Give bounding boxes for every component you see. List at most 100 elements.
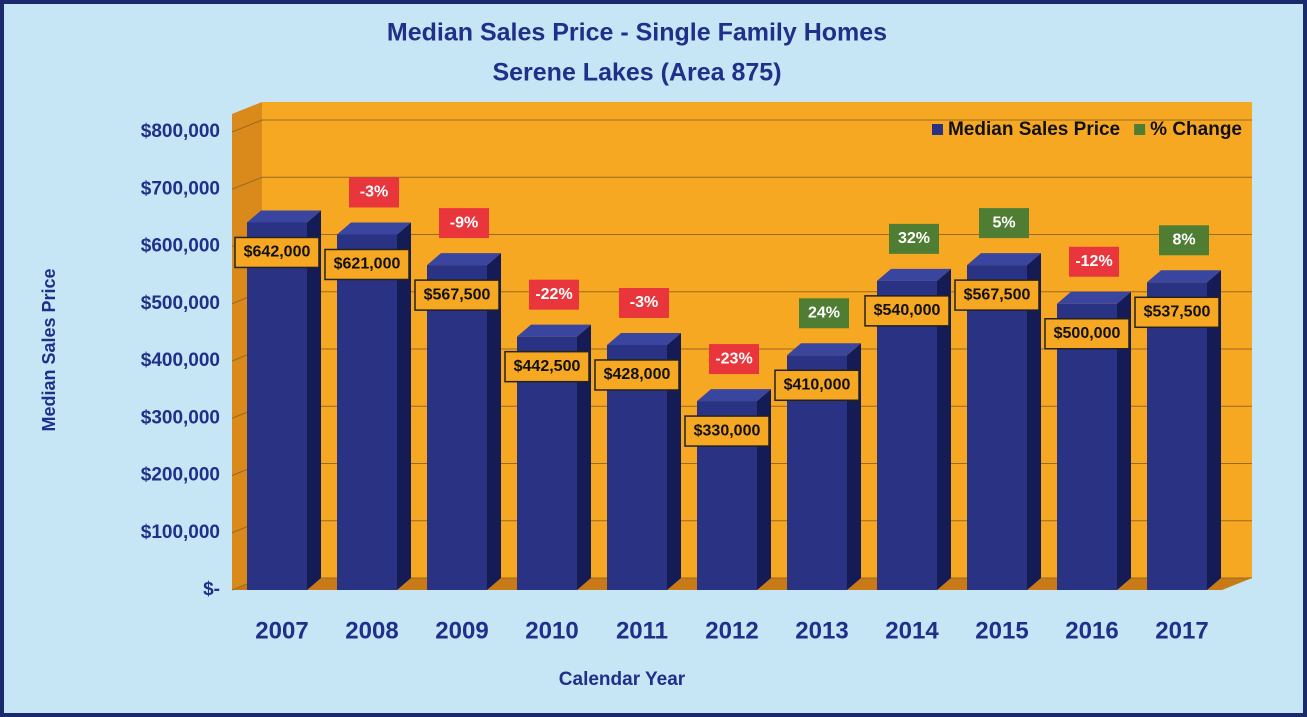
value-label: $442,500 (514, 358, 581, 375)
change-label-box (709, 344, 759, 375)
grid-line (231, 176, 1252, 190)
bar-side (577, 324, 591, 590)
value-label-box (954, 279, 1040, 311)
x-axis-label: Calendar Year (559, 669, 686, 690)
bar-top (967, 253, 1041, 266)
x-tick-label: 2017 (1155, 617, 1208, 644)
bar (337, 234, 397, 591)
value-label: $540,000 (874, 302, 941, 319)
change-label-box (349, 177, 399, 208)
bar-side (397, 222, 411, 591)
change-label: -23% (715, 350, 752, 367)
x-tick-label: 2014 (885, 617, 939, 644)
x-tick-label: 2011 (616, 617, 668, 644)
x-tick-label: 2013 (795, 617, 848, 644)
change-label: 32% (898, 230, 930, 247)
y-tick-label: $700,000 (141, 178, 220, 199)
change-label: -3% (360, 184, 388, 201)
y-tick-label: $200,000 (141, 465, 220, 486)
value-label-box (234, 236, 320, 269)
bar-side (307, 210, 321, 590)
change-label-box (1069, 246, 1119, 277)
change-label: 8% (1172, 232, 1195, 249)
value-label-box (594, 359, 680, 391)
bar-top (427, 253, 501, 266)
bar-top (787, 343, 861, 356)
legend-label: Median Sales Price (948, 119, 1120, 140)
change-label-box (979, 208, 1029, 239)
x-tick-label: 2012 (705, 617, 758, 644)
grid-line (231, 119, 1252, 133)
change-label: -22% (535, 286, 572, 303)
change-label-box (529, 279, 579, 310)
x-tick-label: 2007 (255, 617, 308, 644)
change-label: -12% (1075, 253, 1112, 270)
value-label-box (1134, 296, 1220, 329)
bar (427, 265, 487, 590)
value-label-box (864, 295, 950, 327)
change-label-box (1159, 225, 1209, 256)
x-tick-label: 2009 (435, 617, 488, 644)
y-tick-label: $600,000 (141, 236, 220, 257)
x-tick-label: 2008 (345, 617, 398, 644)
change-label-box (889, 223, 939, 254)
y-axis-label: Median Sales Price (39, 268, 59, 431)
bar-top (1147, 270, 1221, 283)
change-label: 24% (808, 304, 840, 321)
x-tick-label: 2015 (975, 617, 1028, 644)
bar (1147, 282, 1207, 590)
value-label-box (1044, 318, 1130, 350)
change-label: -3% (630, 294, 658, 311)
legend-swatch (1134, 124, 1146, 135)
x-tick-label: 2010 (525, 617, 578, 644)
bar-side (1117, 291, 1131, 590)
value-label: $410,000 (784, 376, 851, 393)
y-tick-label: $- (203, 579, 220, 600)
bar-top (1057, 291, 1131, 304)
bar (877, 280, 937, 590)
bar-top (337, 222, 411, 235)
value-label: $537,500 (1144, 304, 1211, 321)
y-tick-label: $300,000 (141, 407, 220, 428)
chart-title: Median Sales Price - Single Family Homes (387, 19, 887, 47)
value-label-box (324, 248, 410, 281)
value-label: $567,500 (964, 286, 1031, 303)
value-label: $500,000 (1054, 325, 1121, 342)
value-label-box (414, 279, 500, 311)
bar-side (937, 268, 951, 590)
y-tick-label: $500,000 (141, 293, 220, 314)
value-label-box (774, 369, 860, 402)
y-tick-label: $400,000 (141, 350, 220, 371)
bar-top (697, 389, 771, 402)
value-label: $567,500 (424, 286, 491, 303)
change-label-box (799, 298, 849, 329)
change-label-box (619, 287, 669, 318)
value-label: $330,000 (694, 422, 761, 439)
value-label: $621,000 (334, 256, 401, 273)
bar-top (247, 210, 321, 223)
y-tick-label: $100,000 (141, 522, 220, 543)
change-label: -9% (450, 214, 478, 231)
bar-side (487, 253, 501, 590)
y-tick-label: $800,000 (141, 121, 220, 142)
bar (967, 265, 1027, 590)
bar-top (517, 324, 591, 337)
change-label: 5% (992, 214, 1015, 231)
bar-top (877, 268, 951, 281)
legend-swatch (931, 124, 943, 135)
value-label: $428,000 (604, 366, 671, 383)
legend-label: % Change (1150, 119, 1242, 140)
bar (247, 222, 307, 590)
value-label-box (504, 350, 590, 383)
bar (1057, 303, 1117, 590)
value-label-box (684, 415, 770, 447)
bar-side (667, 332, 681, 590)
bar-side (1027, 253, 1041, 590)
bar-side (1207, 270, 1221, 590)
bar-top (607, 332, 681, 345)
chart-subtitle: Serene Lakes (Area 875) (492, 59, 781, 87)
bar-side (847, 343, 861, 590)
value-label: $642,000 (244, 244, 311, 261)
x-tick-label: 2016 (1065, 617, 1118, 644)
